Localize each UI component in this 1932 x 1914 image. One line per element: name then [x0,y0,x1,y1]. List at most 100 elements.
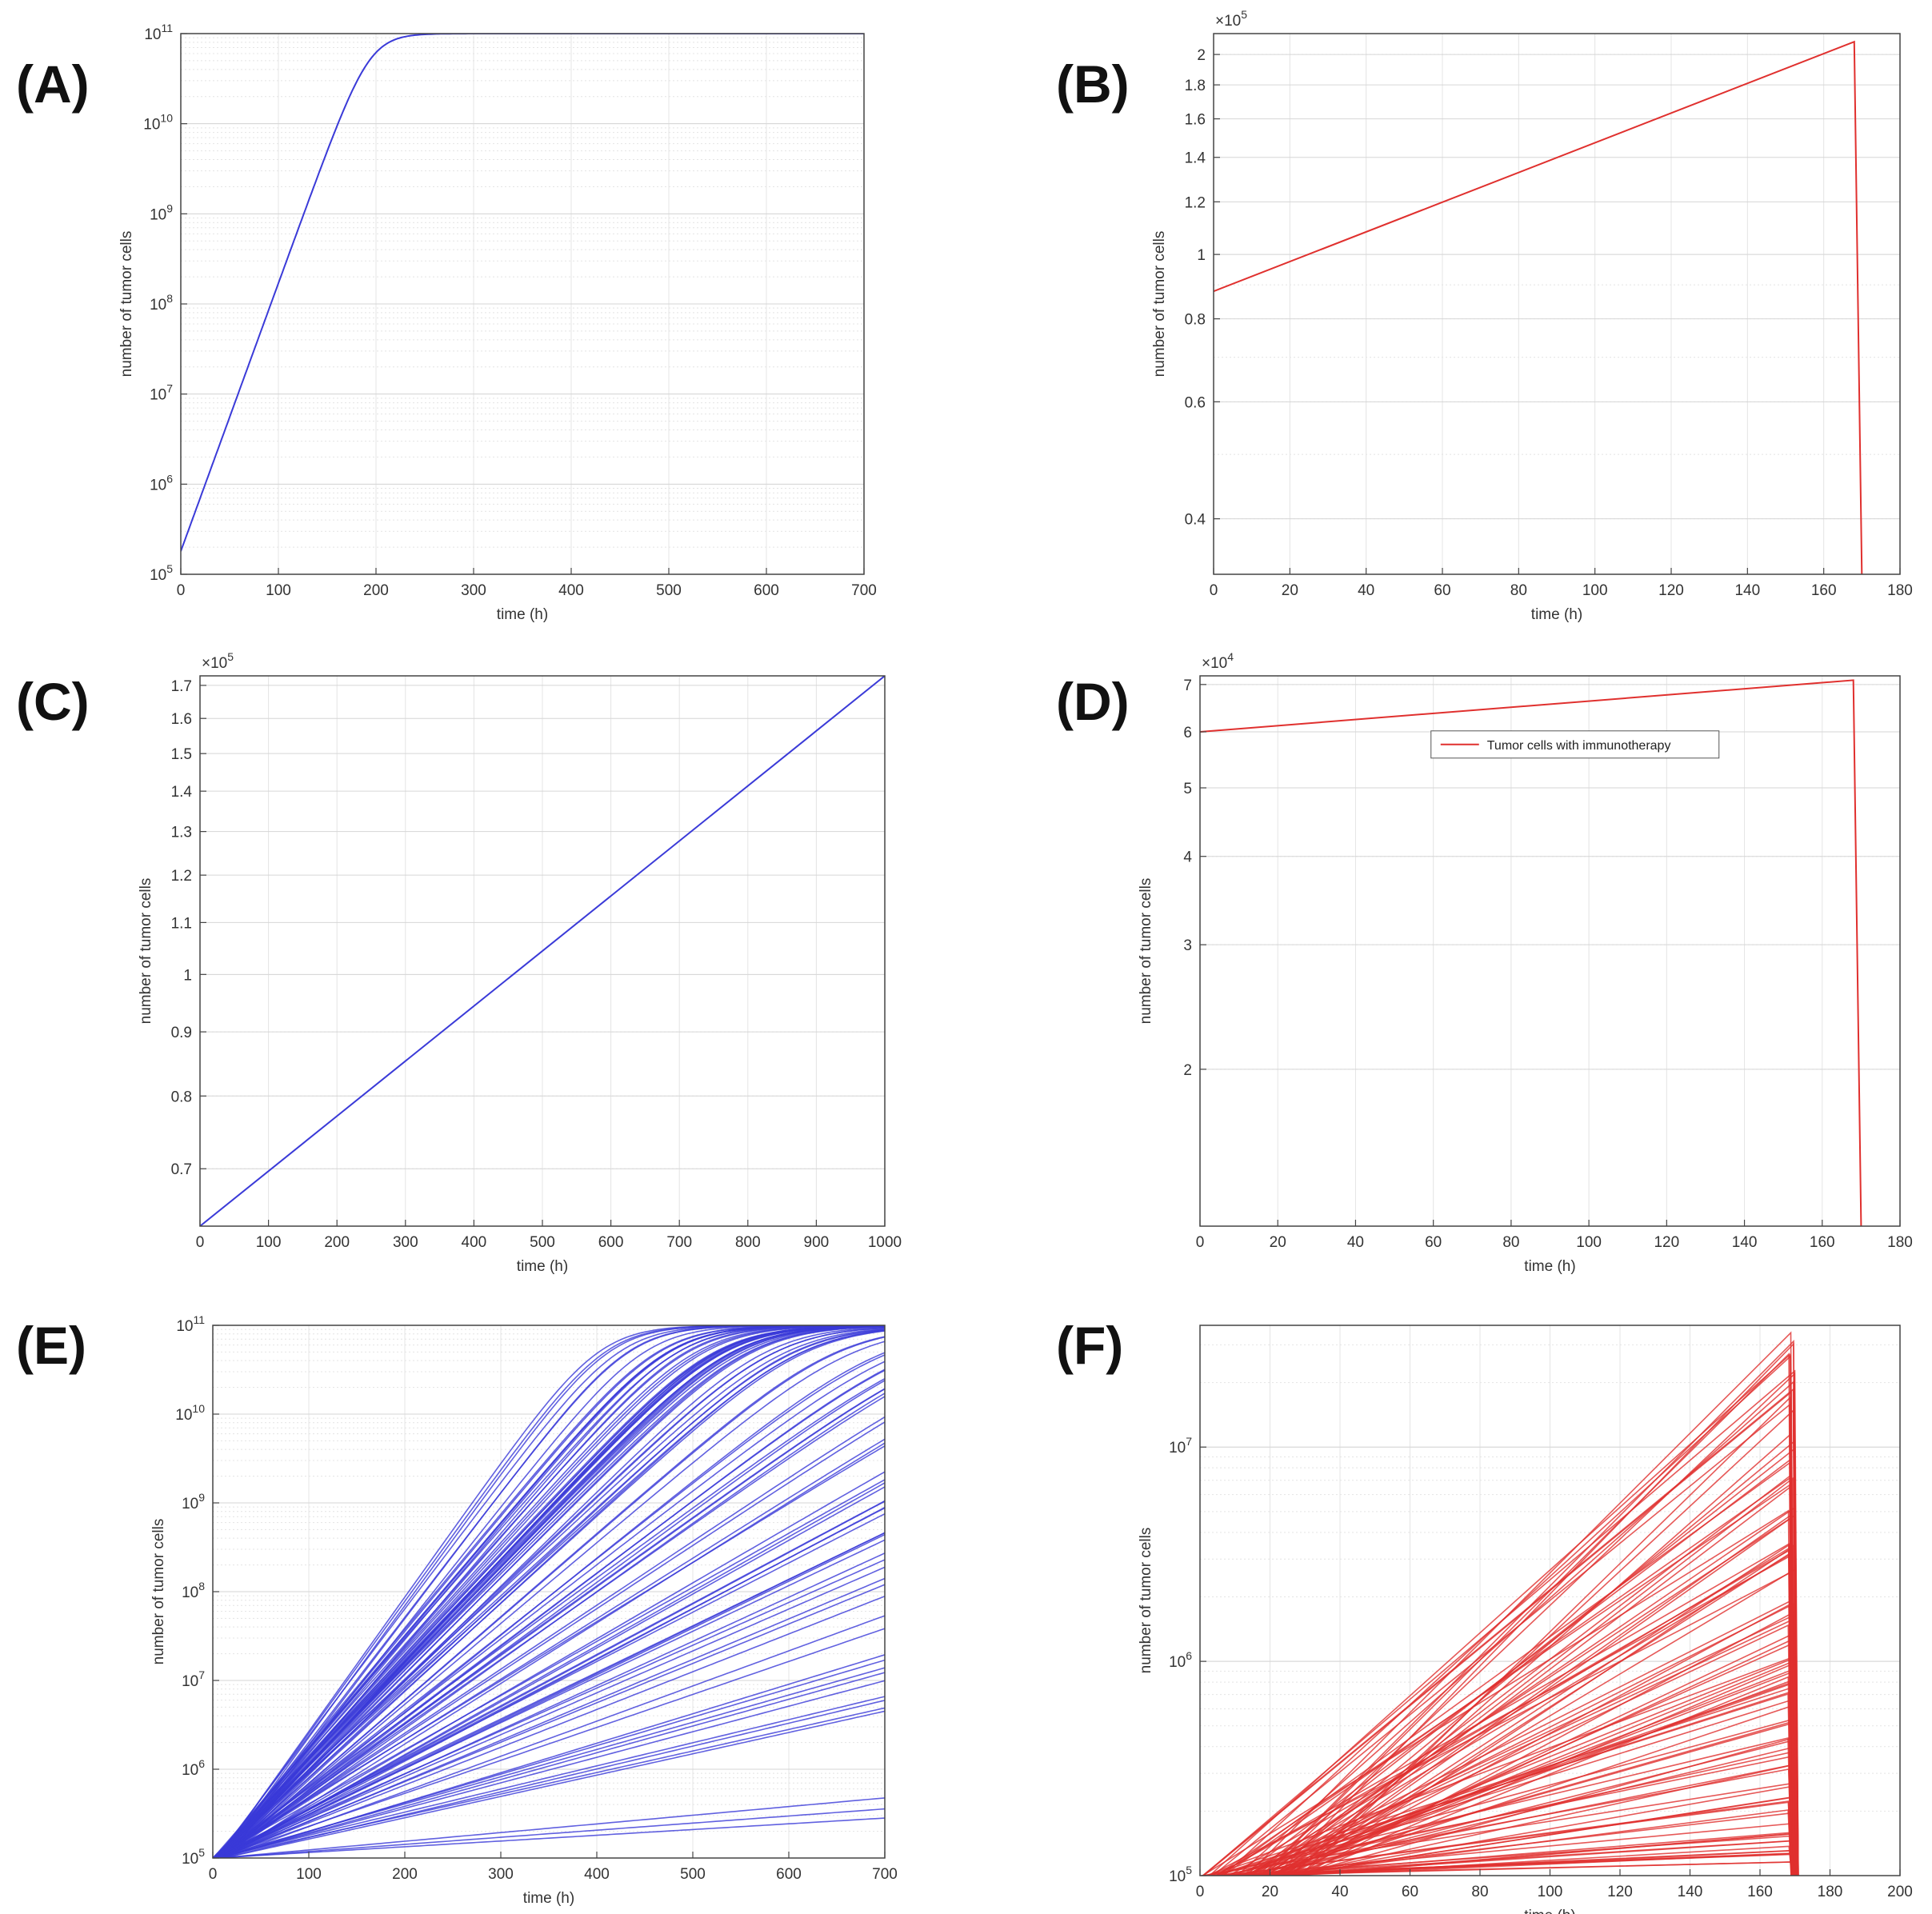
ensemble-line [213,1808,885,1858]
tick-label: 160 [1747,1884,1773,1900]
tick-label: 0.9 [171,1025,192,1041]
tick-label: 20 [1262,1884,1278,1900]
tick-label: 105 [182,1846,205,1868]
ensemble-line [213,1506,885,1858]
ensemble-line [1249,1832,1794,1876]
axis-multiplier: ×105 [202,650,234,672]
tick-label: 700 [666,1234,692,1251]
ensemble-line [213,1595,885,1858]
tick-label: 400 [462,1234,487,1251]
legend-entry: Tumor cells with immunotherapy [1487,739,1671,753]
tick-label: 400 [558,582,584,599]
panel-label-f: (F) [1056,1316,1123,1375]
y-axis-label: number of tumor cells [1138,1528,1154,1674]
tick-label: 180 [1818,1884,1843,1900]
tick-label: 100 [1582,582,1608,599]
ensemble-line [213,1325,885,1858]
grid [180,33,865,575]
panel-label-e: (E) [16,1316,86,1375]
tick-label: 600 [754,582,779,599]
x-axis: 0 20 40 60 80 100 120 140 160 180 [1196,1220,1913,1251]
tick-label: 900 [804,1234,830,1251]
tick-label: 180 [1887,1234,1913,1251]
tick-label: 106 [182,1757,205,1779]
tick-label: 0.7 [171,1161,192,1178]
tick-label: 1 [1197,247,1206,264]
tick-label: 7 [1183,677,1192,694]
ensemble-line [213,1341,885,1858]
y-axis-label: number of tumor cells [150,1519,167,1665]
ensemble-line [213,1696,885,1858]
ensemble-line [213,1325,885,1858]
ensemble-line [213,1327,885,1858]
chart-panel-c: 0 100 200 300 400 500 600 700 800 900 10000.70.80.… [138,650,902,1275]
tick-label: 1011 [176,1313,205,1335]
tick-label: 1010 [175,1402,205,1424]
tick-label: 20 [1282,582,1298,599]
ensemble-line [213,1584,885,1858]
panel-label-d: (D) [1056,672,1130,731]
tick-label: 1.2 [1185,194,1206,211]
tick-label: 1.4 [1185,150,1206,167]
ensemble-line [1277,1485,1794,1876]
ensemble-line [1301,1610,1799,1876]
x-axis-label: time (h) [517,1258,568,1275]
plots-layer: 0 100 200 300 400 500 600 700105106107108109101… [118,8,1913,1914]
ensemble-line [213,1336,885,1858]
tick-label: 400 [584,1866,610,1883]
ensemble-line [213,1354,885,1858]
ensemble-line [1202,1369,1799,1876]
series-line [200,676,885,1226]
series-line [181,34,864,552]
tick-label: 0 [196,1234,205,1251]
tick-label: 800 [735,1234,761,1251]
ensemble-line [213,1566,885,1858]
tick-label: 200 [392,1866,418,1883]
ensemble-line [1255,1603,1798,1876]
data-layer [1202,1331,1799,1876]
x-axis: 0 20 40 60 80 100 120 140 160 180 200 [1196,1869,1913,1900]
y-axis: 0.7 0.8 0.9 1 1.1 1.2 1.3 1.4 1.5 1.6 1.7 [171,678,206,1178]
tick-label: 700 [872,1866,898,1883]
tick-label: 6 [1183,725,1192,741]
y-axis: 0.4 0.6 0.8 1 1.2 1.4 1.6 1.8 2 [1185,47,1220,529]
tick-label: 0 [1196,1884,1205,1900]
tick-label: 300 [488,1866,514,1883]
legend: Tumor cells with immunotherapy [1430,730,1720,759]
tick-label: 60 [1434,582,1450,599]
chart-panel-f: 0 20 40 60 80 100 120 140 160 180 200 105 106 107 time… [1138,1325,1913,1914]
tick-label: 120 [1654,1234,1679,1251]
grid [199,676,886,1226]
ensemble-line [213,1325,885,1858]
ensemble-line [1277,1513,1796,1876]
y-axis: 2 3 4 5 6 7 [1183,677,1206,1079]
ensemble-line [213,1700,885,1858]
tick-label: 109 [150,202,173,223]
tick-label: 140 [1678,1884,1703,1900]
tick-label: 700 [851,582,877,599]
tick-label: 1.8 [1185,78,1206,94]
x-axis: 0 100 200 300 400 500 600 700 800 900 1000 [196,1220,902,1251]
data-layer [1214,40,1863,574]
tick-label: 1.5 [171,746,192,763]
tick-label: 2 [1183,1062,1192,1079]
tick-label: 106 [150,472,173,493]
ensemble-line [213,1361,885,1858]
tick-label: 1.4 [171,784,193,801]
series-line [1214,40,1863,574]
ensemble-line [213,1396,885,1858]
ensemble-line [213,1442,885,1858]
tick-label: 1 [183,967,192,984]
tick-label: 107 [1169,1435,1192,1456]
series-line [1200,679,1862,1226]
tick-label: 100 [1538,1884,1563,1900]
panel-d-label-group: (D) [1056,672,1130,731]
ensemble-line [213,1421,885,1858]
ensemble-line [213,1533,885,1858]
ensemble-line [213,1672,885,1858]
tick-label: 107 [182,1668,205,1690]
tick-label: 40 [1331,1884,1348,1900]
axis-multiplier: ×104 [1202,650,1234,672]
tick-label: 106 [1169,1649,1192,1671]
tick-label: 80 [1502,1234,1519,1251]
